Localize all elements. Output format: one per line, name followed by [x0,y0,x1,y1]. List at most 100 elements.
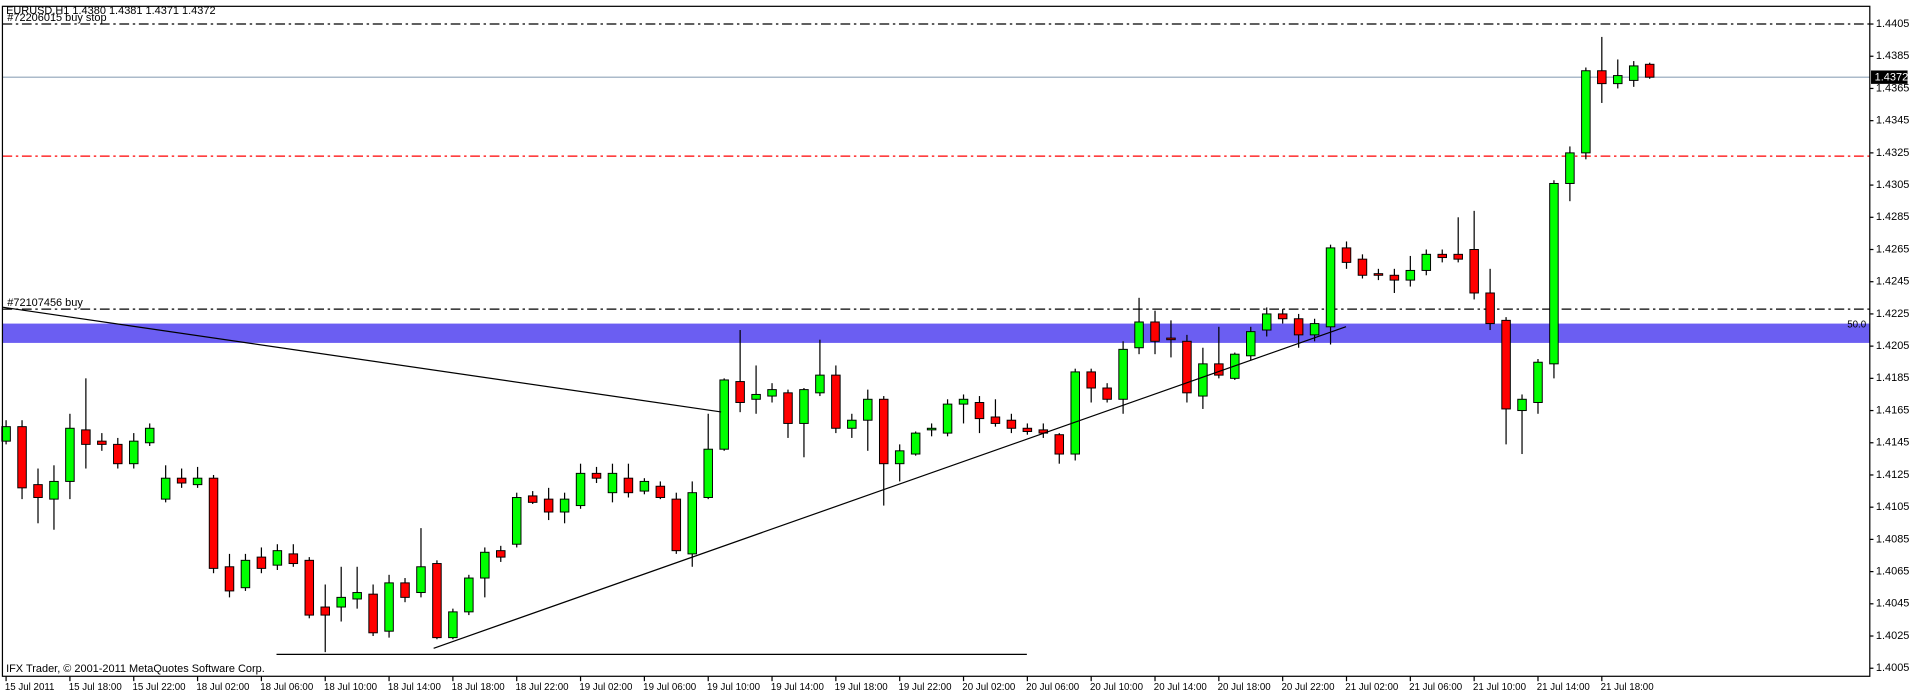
x-tick-label: 20 Jul 02:00 [962,682,1016,693]
candle-body [1373,273,1384,276]
candle-body [1182,340,1192,394]
candle-body [655,485,666,499]
x-tick-label: 20 Jul 22:00 [1281,682,1335,693]
trend-line [433,326,1347,649]
candle-body [1325,247,1336,328]
candle-body [352,592,362,600]
candle-body [1086,371,1096,389]
candle-body [1565,152,1575,184]
candle-body [958,398,969,405]
candle-body [687,492,698,555]
y-tick-label: 1.4125 [1876,469,1910,481]
level-label: #72206015 buy stop [7,12,106,24]
candle-body [1485,292,1495,325]
candle-body [767,389,777,397]
candle-body [496,550,506,558]
candle-body [703,448,713,499]
candle-body [480,551,490,579]
candle-body [559,498,570,513]
footer: IFX Trader, © 2001-2011 MetaQuotes Softw… [6,663,265,675]
candle-body [623,477,634,494]
x-tick-label: 18 Jul 02:00 [196,682,250,693]
candle-body [543,498,554,513]
candle-body [1214,363,1224,376]
plot-frame [1,5,1871,677]
candle-body [1628,65,1639,81]
candle-body [815,374,825,394]
x-tick-label: 18 Jul 10:00 [324,682,378,693]
y-tick-label: 1.4165 [1876,404,1910,416]
candle-body [400,582,410,598]
candle-body [1261,313,1272,331]
candle-body [1102,387,1112,400]
x-tick-label: 21 Jul 06:00 [1409,682,1463,693]
candle-body [224,566,235,592]
candle-body [910,432,921,455]
x-tick-label: 15 Jul 2011 [5,682,55,693]
y-tick-label: 1.4405 [1876,18,1910,30]
x-tick-label: 21 Jul 14:00 [1537,682,1591,693]
x-tick-label: 20 Jul 14:00 [1154,682,1208,693]
x-tick-label: 21 Jul 02:00 [1345,682,1399,693]
y-tick-label: 1.4265 [1876,243,1910,255]
y-tick-label: 1.4025 [1876,630,1910,642]
candle-body [336,596,346,608]
x-tick-label: 21 Jul 18:00 [1601,682,1655,693]
candle-body [1581,70,1591,154]
candle-body [1533,361,1543,403]
candle-body [448,611,458,639]
candle-body [256,556,267,569]
candle-body [1421,253,1432,271]
candle-body [751,393,761,400]
candle-body [974,402,985,420]
candle-body [1437,253,1447,259]
price-tag-label: 1.4372 [1875,72,1909,84]
candle-body [1357,258,1368,276]
candle-body [304,559,315,616]
candle-body [368,593,378,634]
candle-body [160,477,171,500]
candle-body [719,379,729,450]
candle-body [1389,274,1400,281]
candle-body [49,480,59,500]
y-tick-label: 1.4045 [1876,598,1910,610]
y-tick-label: 1.4105 [1876,501,1910,513]
candle-body [1293,318,1304,336]
candle-body [799,389,809,424]
y-tick-label: 1.4285 [1876,211,1910,223]
candle-body [1613,75,1623,85]
candle-body [926,427,937,431]
candle-body [176,477,187,484]
candle-body [1469,249,1479,294]
candle-body [1166,337,1176,341]
trend-line [2,306,722,413]
candle-body [128,440,139,465]
x-tick-label: 19 Jul 10:00 [707,682,761,693]
candle-body [464,577,474,613]
zone-label: 50.0 [1847,319,1867,330]
candle-body [1198,363,1208,397]
candle-body [208,477,219,569]
candle-body [97,440,107,445]
candle-body [1549,182,1559,365]
candle-body [1246,331,1256,357]
y-tick-label: 1.4245 [1876,276,1910,288]
candle-body [1405,269,1416,281]
plot-area: 50.0 #72206015 buy stop #72107456 buy [1,12,1870,653]
x-tick-label: 19 Jul 06:00 [643,682,697,693]
candle-body [240,559,251,589]
candle-body [878,398,889,465]
level-label: #72107456 buy [7,297,83,309]
candle-body [1134,321,1144,349]
candle-body [1341,247,1352,263]
x-tick-label: 20 Jul 18:00 [1218,682,1272,693]
price-tag [1871,70,1908,84]
x-tick-label: 19 Jul 18:00 [835,682,889,693]
candle-body [990,416,1001,424]
candle-body [735,381,745,403]
x-tick-label: 18 Jul 22:00 [516,682,570,693]
candle-body [575,472,586,507]
y-tick-label: 1.4225 [1876,308,1910,320]
